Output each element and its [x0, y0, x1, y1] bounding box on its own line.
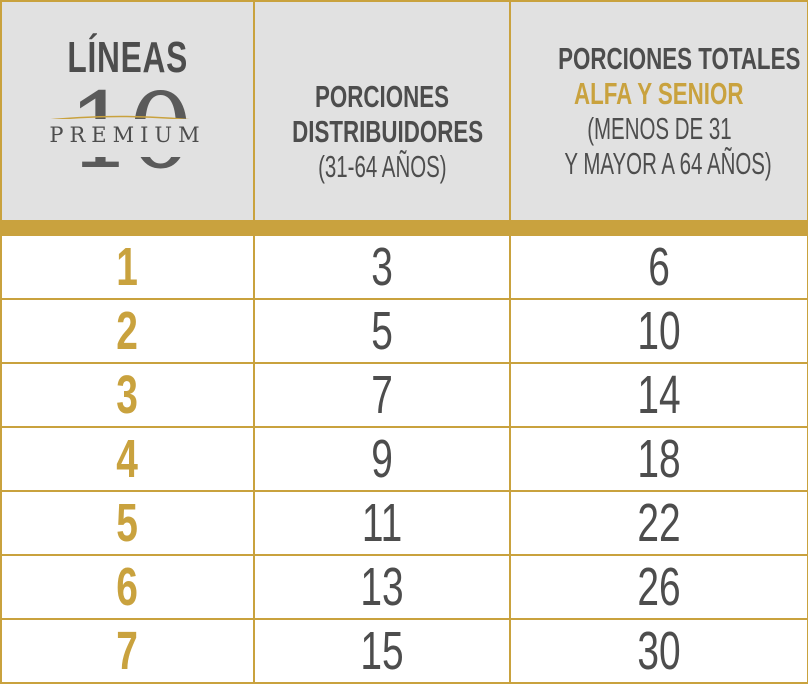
header-lineas: LÍNEAS 10 PREMIUM: [0, 0, 255, 222]
totales-title-line1: PORCIONES TOTALES: [558, 41, 801, 76]
totales-cell: 22: [509, 490, 808, 556]
line-number-cell: 6: [0, 554, 255, 620]
totales-cell: 26: [509, 554, 808, 620]
totales-cell-value: 18: [637, 429, 681, 489]
distribuidores-cell-value: 11: [361, 493, 403, 553]
logo-band: [29, 119, 226, 157]
line-number-cell-value: 4: [116, 429, 139, 489]
table-row: 1 3 6: [0, 234, 808, 300]
lineas-title: LÍNEAS: [67, 33, 188, 82]
line-number-cell: 4: [0, 426, 255, 492]
header-divider: [0, 220, 808, 236]
header-distribuidores: PORCIONES DISTRIBUIDORES (31-64 AÑOS): [253, 0, 511, 222]
line-number-cell-value: 7: [116, 621, 139, 681]
totales-cell: 10: [509, 298, 808, 364]
totales-subtitle-line2: Y MAYOR A 64 AÑOS): [564, 146, 772, 181]
table-row: 3 7 14: [0, 362, 808, 428]
distribuidores-cell-value: 13: [360, 557, 404, 617]
line-number-cell-value: 2: [116, 301, 139, 361]
distribuidores-cell: 11: [253, 490, 511, 556]
totales-cell: 18: [509, 426, 808, 492]
table-row: 2 5 10: [0, 298, 808, 364]
line-number-cell-value: 6: [116, 557, 139, 617]
totales-cell-value: 26: [637, 557, 681, 617]
totales-highlight: ALFA Y SENIOR: [574, 76, 744, 111]
totales-cell-value: 14: [637, 365, 681, 425]
header-totales: PORCIONES TOTALES ALFA Y SENIOR (MENOS D…: [509, 0, 808, 222]
line-number-cell-value: 5: [116, 493, 139, 553]
line-number-cell-value: 1: [116, 237, 139, 297]
distribuidores-cell-value: 15: [360, 621, 404, 681]
distribuidores-cell: 5: [253, 298, 511, 364]
logo-word: PREMIUM: [49, 123, 206, 147]
distribuidores-cell-value: 3: [371, 237, 393, 297]
line-number-cell: 2: [0, 298, 255, 364]
distribuidores-title-line1: PORCIONES: [315, 78, 449, 114]
distribuidores-cell: 15: [253, 618, 511, 684]
line-number-cell: 7: [0, 618, 255, 684]
table-header-row: LÍNEAS 10 PREMIUM PORCIONES DISTRIBUIDOR…: [0, 0, 808, 222]
distribuidores-subtitle: (31-64 AÑOS): [317, 148, 447, 184]
totales-cell-value: 10: [637, 301, 681, 361]
line-number-cell: 1: [0, 234, 255, 300]
totales-cell-value: 22: [637, 493, 681, 553]
distribuidores-cell-value: 9: [371, 429, 393, 489]
totales-cell-value: 30: [637, 621, 681, 681]
table-row: 6 13 26: [0, 554, 808, 620]
distribuidores-cell: 7: [253, 362, 511, 428]
totales-cell: 14: [509, 362, 808, 428]
distribuidores-cell-value: 7: [371, 365, 393, 425]
distribuidores-cell: 9: [253, 426, 511, 492]
premium-10-logo: 10 PREMIUM: [28, 79, 228, 193]
line-number-cell-value: 3: [116, 365, 139, 425]
table-row: 7 15 30: [0, 618, 808, 684]
table-row: 5 11 22: [0, 490, 808, 556]
totales-subtitle-line1: (MENOS DE 31: [586, 111, 732, 146]
totales-cell: 6: [509, 234, 808, 300]
distribuidores-title-line2: DISTRIBUIDORES: [292, 113, 484, 149]
line-number-cell: 5: [0, 490, 255, 556]
totales-cell: 30: [509, 618, 808, 684]
distribuidores-cell: 3: [253, 234, 511, 300]
totales-cell-value: 6: [648, 237, 670, 297]
distribuidores-cell-value: 5: [371, 301, 393, 361]
line-number-cell: 3: [0, 362, 255, 428]
table-row: 4 9 18: [0, 426, 808, 492]
distribuidores-cell: 13: [253, 554, 511, 620]
